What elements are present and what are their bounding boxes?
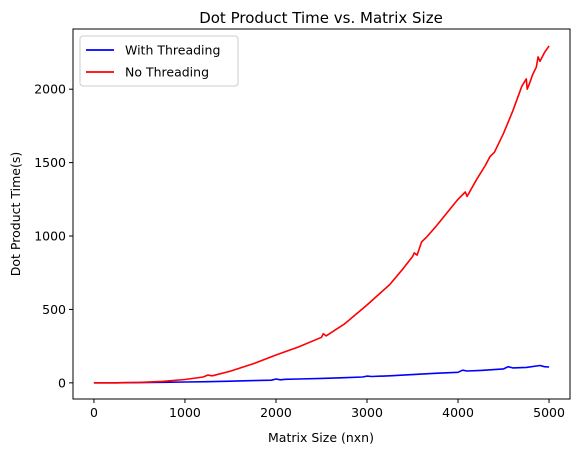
legend-box bbox=[79, 35, 239, 87]
y-tick-label: 500 bbox=[42, 302, 66, 317]
plot-lines bbox=[93, 45, 550, 384]
chart-title: Dot Product Time vs. Matrix Size bbox=[199, 9, 443, 27]
legend: With Threading No Threading bbox=[79, 35, 239, 87]
y-axis-label: Dot Product Time(s) bbox=[8, 152, 23, 276]
y-tick-label: 2000 bbox=[34, 82, 66, 97]
x-tick-label: 1000 bbox=[169, 405, 201, 420]
y-tick-label: 0 bbox=[58, 375, 66, 390]
plot-frame bbox=[72, 28, 571, 400]
x-tick-label: 5000 bbox=[533, 405, 565, 420]
x-tick-label: 0 bbox=[90, 405, 98, 420]
y-tick-label: 1500 bbox=[34, 155, 66, 170]
y-axis-ticks: 0 500 1000 1500 2000 bbox=[34, 82, 73, 390]
series-line-with-threading bbox=[93, 364, 550, 384]
legend-label-no-threading: No Threading bbox=[125, 65, 209, 80]
x-tick-label: 2000 bbox=[260, 405, 292, 420]
legend-label-with-threading: With Threading bbox=[125, 43, 220, 58]
series-line-no-threading bbox=[93, 45, 550, 384]
x-tick-label: 3000 bbox=[351, 405, 383, 420]
x-axis-ticks: 0 1000 2000 3000 4000 5000 bbox=[90, 399, 565, 420]
x-tick-label: 4000 bbox=[442, 405, 474, 420]
y-tick-label: 1000 bbox=[34, 229, 66, 244]
x-axis-label: Matrix Size (nxn) bbox=[268, 430, 374, 445]
